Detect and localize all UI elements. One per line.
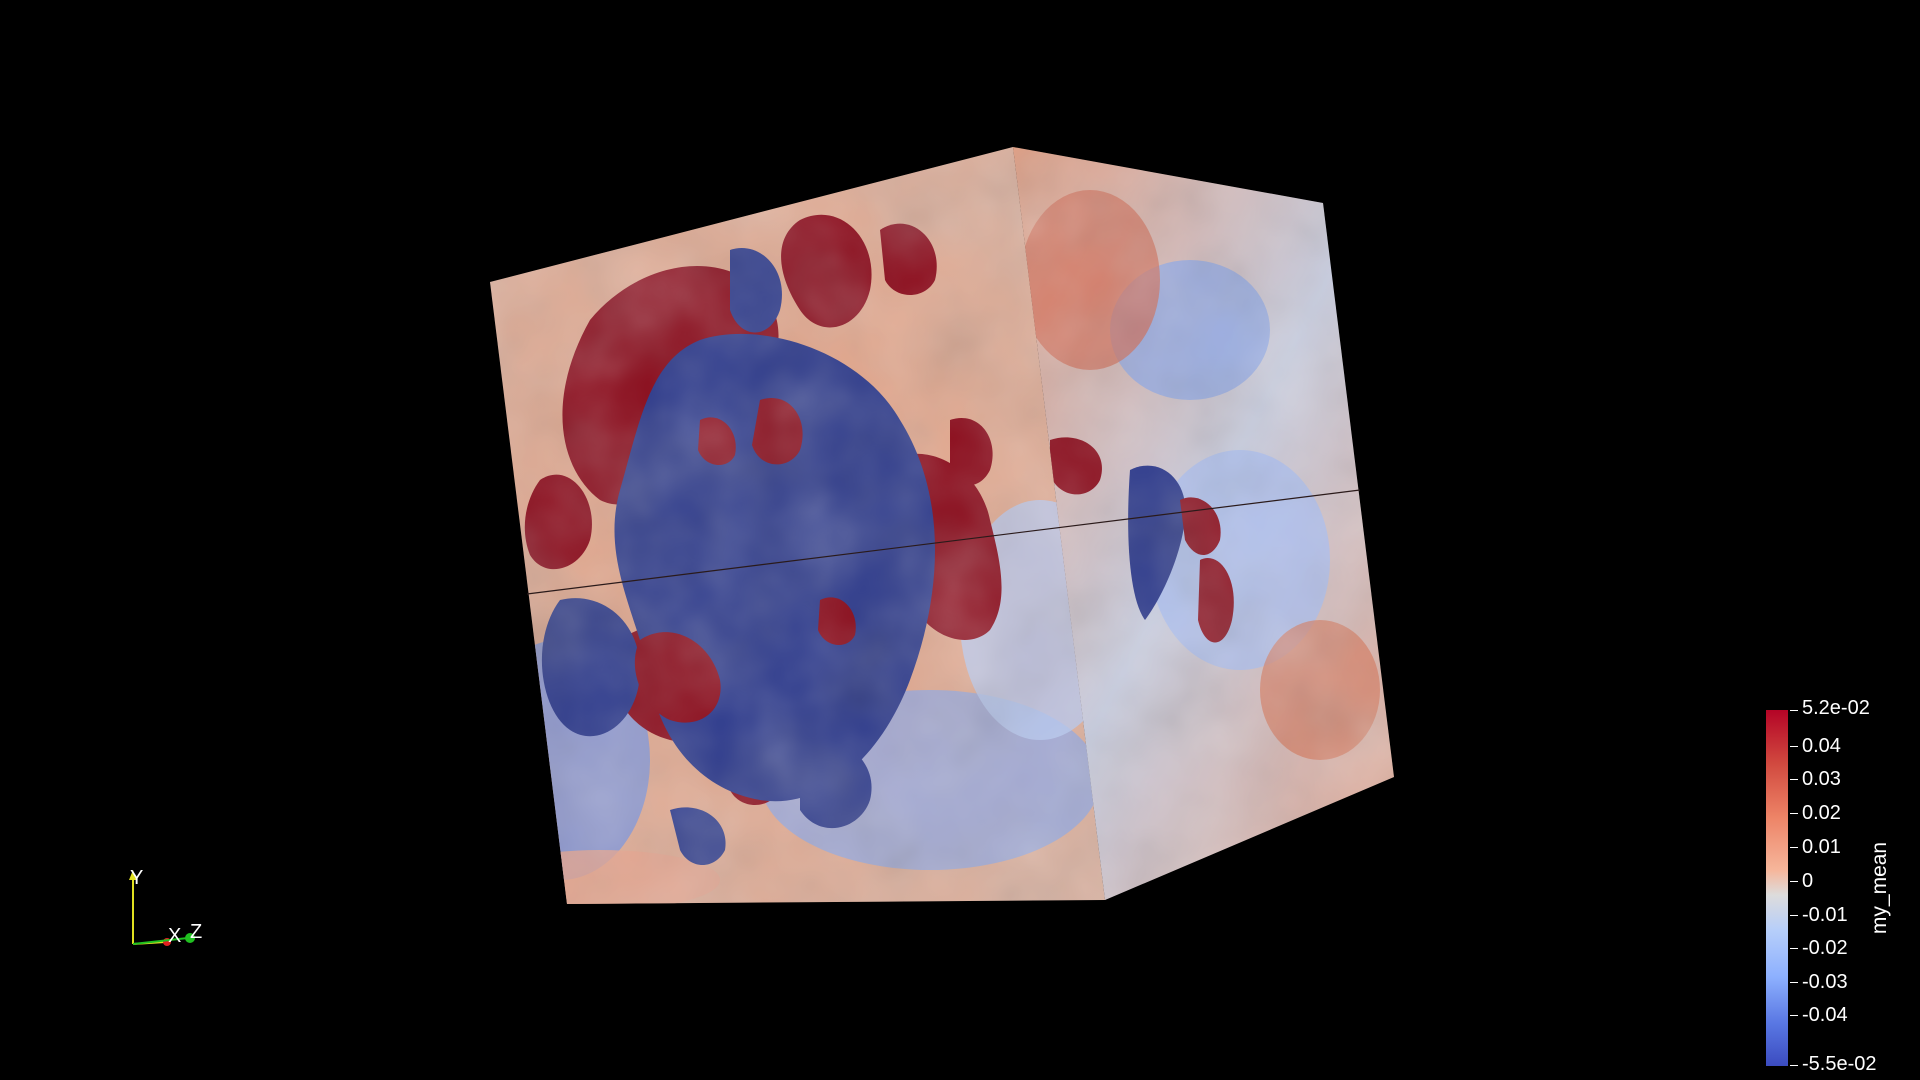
colorbar-tick <box>1790 881 1798 882</box>
colorbar <box>1766 710 1788 1066</box>
colorbar-tick-label: -0.02 <box>1802 937 1848 959</box>
colorbar-tick-label: 0.02 <box>1802 802 1841 824</box>
colorbar-tick <box>1790 1065 1798 1066</box>
x-axis-label: X <box>168 925 182 947</box>
y-axis-arrow <box>129 870 137 880</box>
colorbar-tick-label: 0.01 <box>1802 836 1841 858</box>
colorbar-tick-label: 0.04 <box>1802 735 1841 757</box>
colorbar-tick <box>1790 915 1798 916</box>
z-axis-label: Z <box>190 921 203 943</box>
colorbar-tick-label: 0.03 <box>1802 768 1841 790</box>
orientation-axes <box>129 870 195 946</box>
cube-outline <box>526 489 1361 595</box>
colorbar-tick-label: -5.5e-02 <box>1802 1053 1877 1075</box>
colorbar-tick-label: 5.2e-02 <box>1802 697 1870 719</box>
colorbar-tick-label: -0.01 <box>1802 904 1848 926</box>
colorbar-tick <box>1790 982 1798 983</box>
z-axis-marker <box>185 933 195 943</box>
colorbar-tick <box>1790 813 1798 814</box>
colorbar-title: my_mean <box>1868 841 1891 935</box>
colorbar-tick-label: 0 <box>1802 870 1814 892</box>
cube-front-face <box>490 147 1105 904</box>
z-axis-line <box>132 937 189 945</box>
colorbar-tick-label: -0.03 <box>1802 971 1848 993</box>
colorbar-tick <box>1790 847 1798 848</box>
colorbar-tick <box>1790 746 1798 747</box>
colorbar-tick <box>1790 948 1798 949</box>
colorbar-tick <box>1790 779 1798 780</box>
colorbar-tick-label: -0.04 <box>1802 1004 1848 1026</box>
colorbar-tick <box>1790 1015 1798 1016</box>
colorbar-tick <box>1790 710 1798 711</box>
y-axis-label: Y <box>130 867 144 889</box>
